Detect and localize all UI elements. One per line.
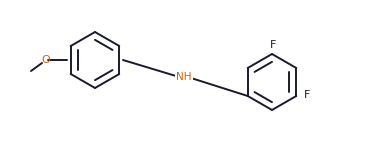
Text: NH: NH: [176, 72, 192, 82]
Text: F: F: [270, 40, 276, 50]
Text: O: O: [41, 55, 50, 65]
Text: F: F: [304, 90, 310, 100]
